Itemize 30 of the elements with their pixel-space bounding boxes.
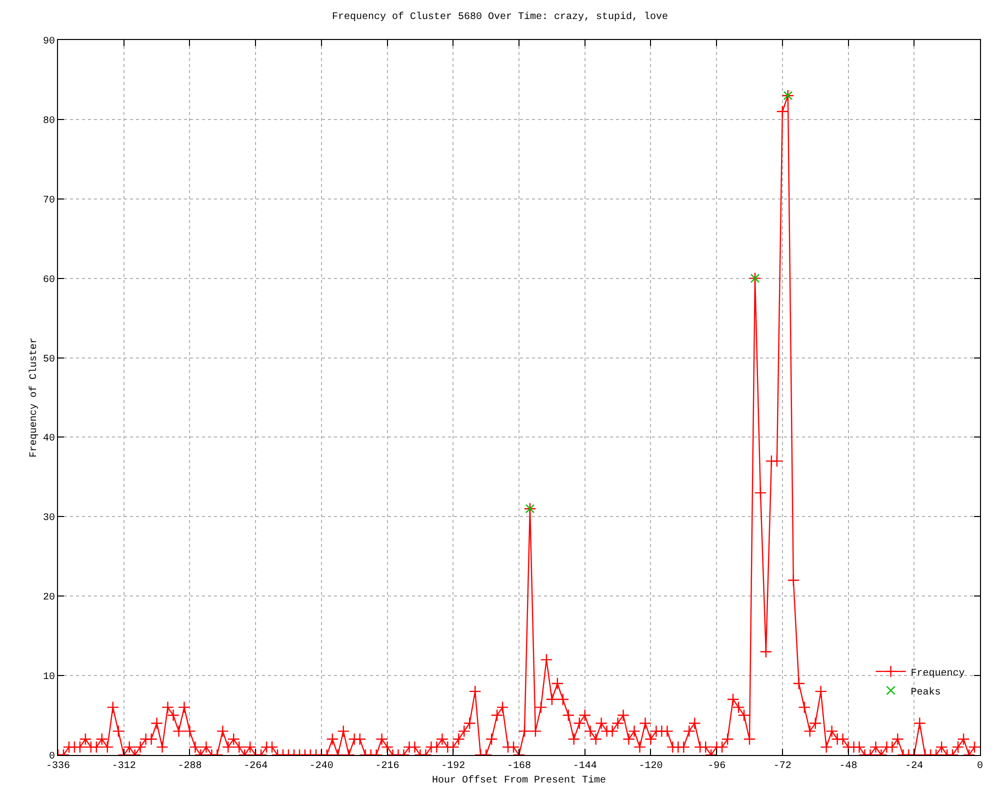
- x-tick-label: -336: [46, 761, 70, 772]
- x-tick-label: -192: [441, 761, 466, 772]
- x-tick-label: -264: [244, 761, 268, 772]
- y-tick-label: 40: [42, 434, 55, 445]
- x-tick-label: -144: [572, 761, 597, 772]
- y-tick-label: 70: [42, 195, 55, 206]
- legend-label: Peaks: [910, 686, 941, 698]
- y-tick-label: 60: [42, 274, 55, 286]
- x-tick-label: -48: [839, 761, 858, 772]
- x-tick-label: -24: [905, 761, 924, 772]
- x-tick-label: -216: [375, 761, 400, 772]
- y-tick-label: 30: [42, 513, 55, 524]
- x-tick-label: -168: [506, 761, 532, 772]
- x-tick-label: -72: [773, 761, 792, 772]
- y-tick-label: 0: [48, 752, 55, 762]
- x-axis-title: Hour Offset From Present Time: [432, 774, 606, 786]
- y-tick-label: 50: [42, 354, 55, 366]
- legend-label: Frequency: [910, 668, 965, 680]
- y-tick-label: 80: [42, 116, 55, 127]
- x-tick-label: 0: [976, 761, 984, 772]
- chart-title: Frequency of Cluster 5680 Over Time: crazy, stupid, love: [332, 11, 668, 23]
- y-axis-title: Frequency of Cluster: [28, 337, 40, 458]
- x-tick-label: -312: [112, 761, 136, 772]
- x-tick-label: -120: [638, 761, 663, 772]
- y-tick-label: 20: [42, 592, 55, 604]
- x-tick-label: -288: [178, 761, 202, 772]
- y-tick-label: 90: [42, 36, 55, 48]
- y-tick-label: 10: [42, 672, 55, 684]
- x-tick-label: -96: [708, 761, 726, 772]
- x-tick-label: -240: [309, 761, 334, 772]
